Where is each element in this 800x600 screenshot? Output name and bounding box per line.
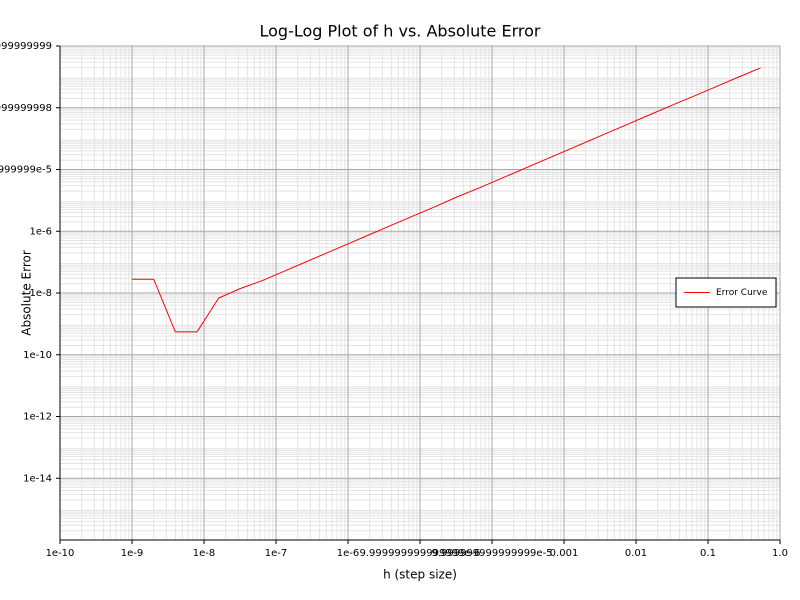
y-tick-label: 1e-12 [23, 412, 52, 423]
x-axis-label: h (step size) [383, 568, 457, 582]
x-tick-label: 9.999999999999999e-6 [359, 548, 480, 559]
x-tick-label: 9.999999999999999e-5 [431, 548, 552, 559]
x-tick-label: 1e-9 [121, 548, 144, 559]
y-tick-label: 1e-6 [30, 226, 53, 237]
x-tick-label: 1e-8 [193, 548, 216, 559]
x-tick-label: 1e-6 [337, 548, 360, 559]
x-tick-label: 0.01 [625, 548, 647, 559]
y-tick-label: 1e-8 [30, 288, 53, 299]
x-tick-label: 0.1 [700, 548, 716, 559]
x-tick-label: 0.001 [550, 548, 579, 559]
data-line [132, 67, 761, 333]
y-tick-label: 1e-14 [23, 473, 52, 484]
x-tick-label: 1e-7 [265, 548, 288, 559]
y-tick-label: 9.999999999999999e-5 [0, 165, 52, 176]
x-tick-label: 1.0 [772, 548, 788, 559]
x-tick-label: 1e-10 [46, 548, 75, 559]
y-tick-label: 1e-10 [23, 350, 52, 361]
y-axis-label: Absolute Error [20, 250, 34, 336]
chart-title: Log-Log Plot of h vs. Absolute Error [260, 22, 541, 41]
y-tick-label: 0.009999999999999998 [0, 103, 52, 114]
legend-label: Error Curve [716, 288, 768, 298]
